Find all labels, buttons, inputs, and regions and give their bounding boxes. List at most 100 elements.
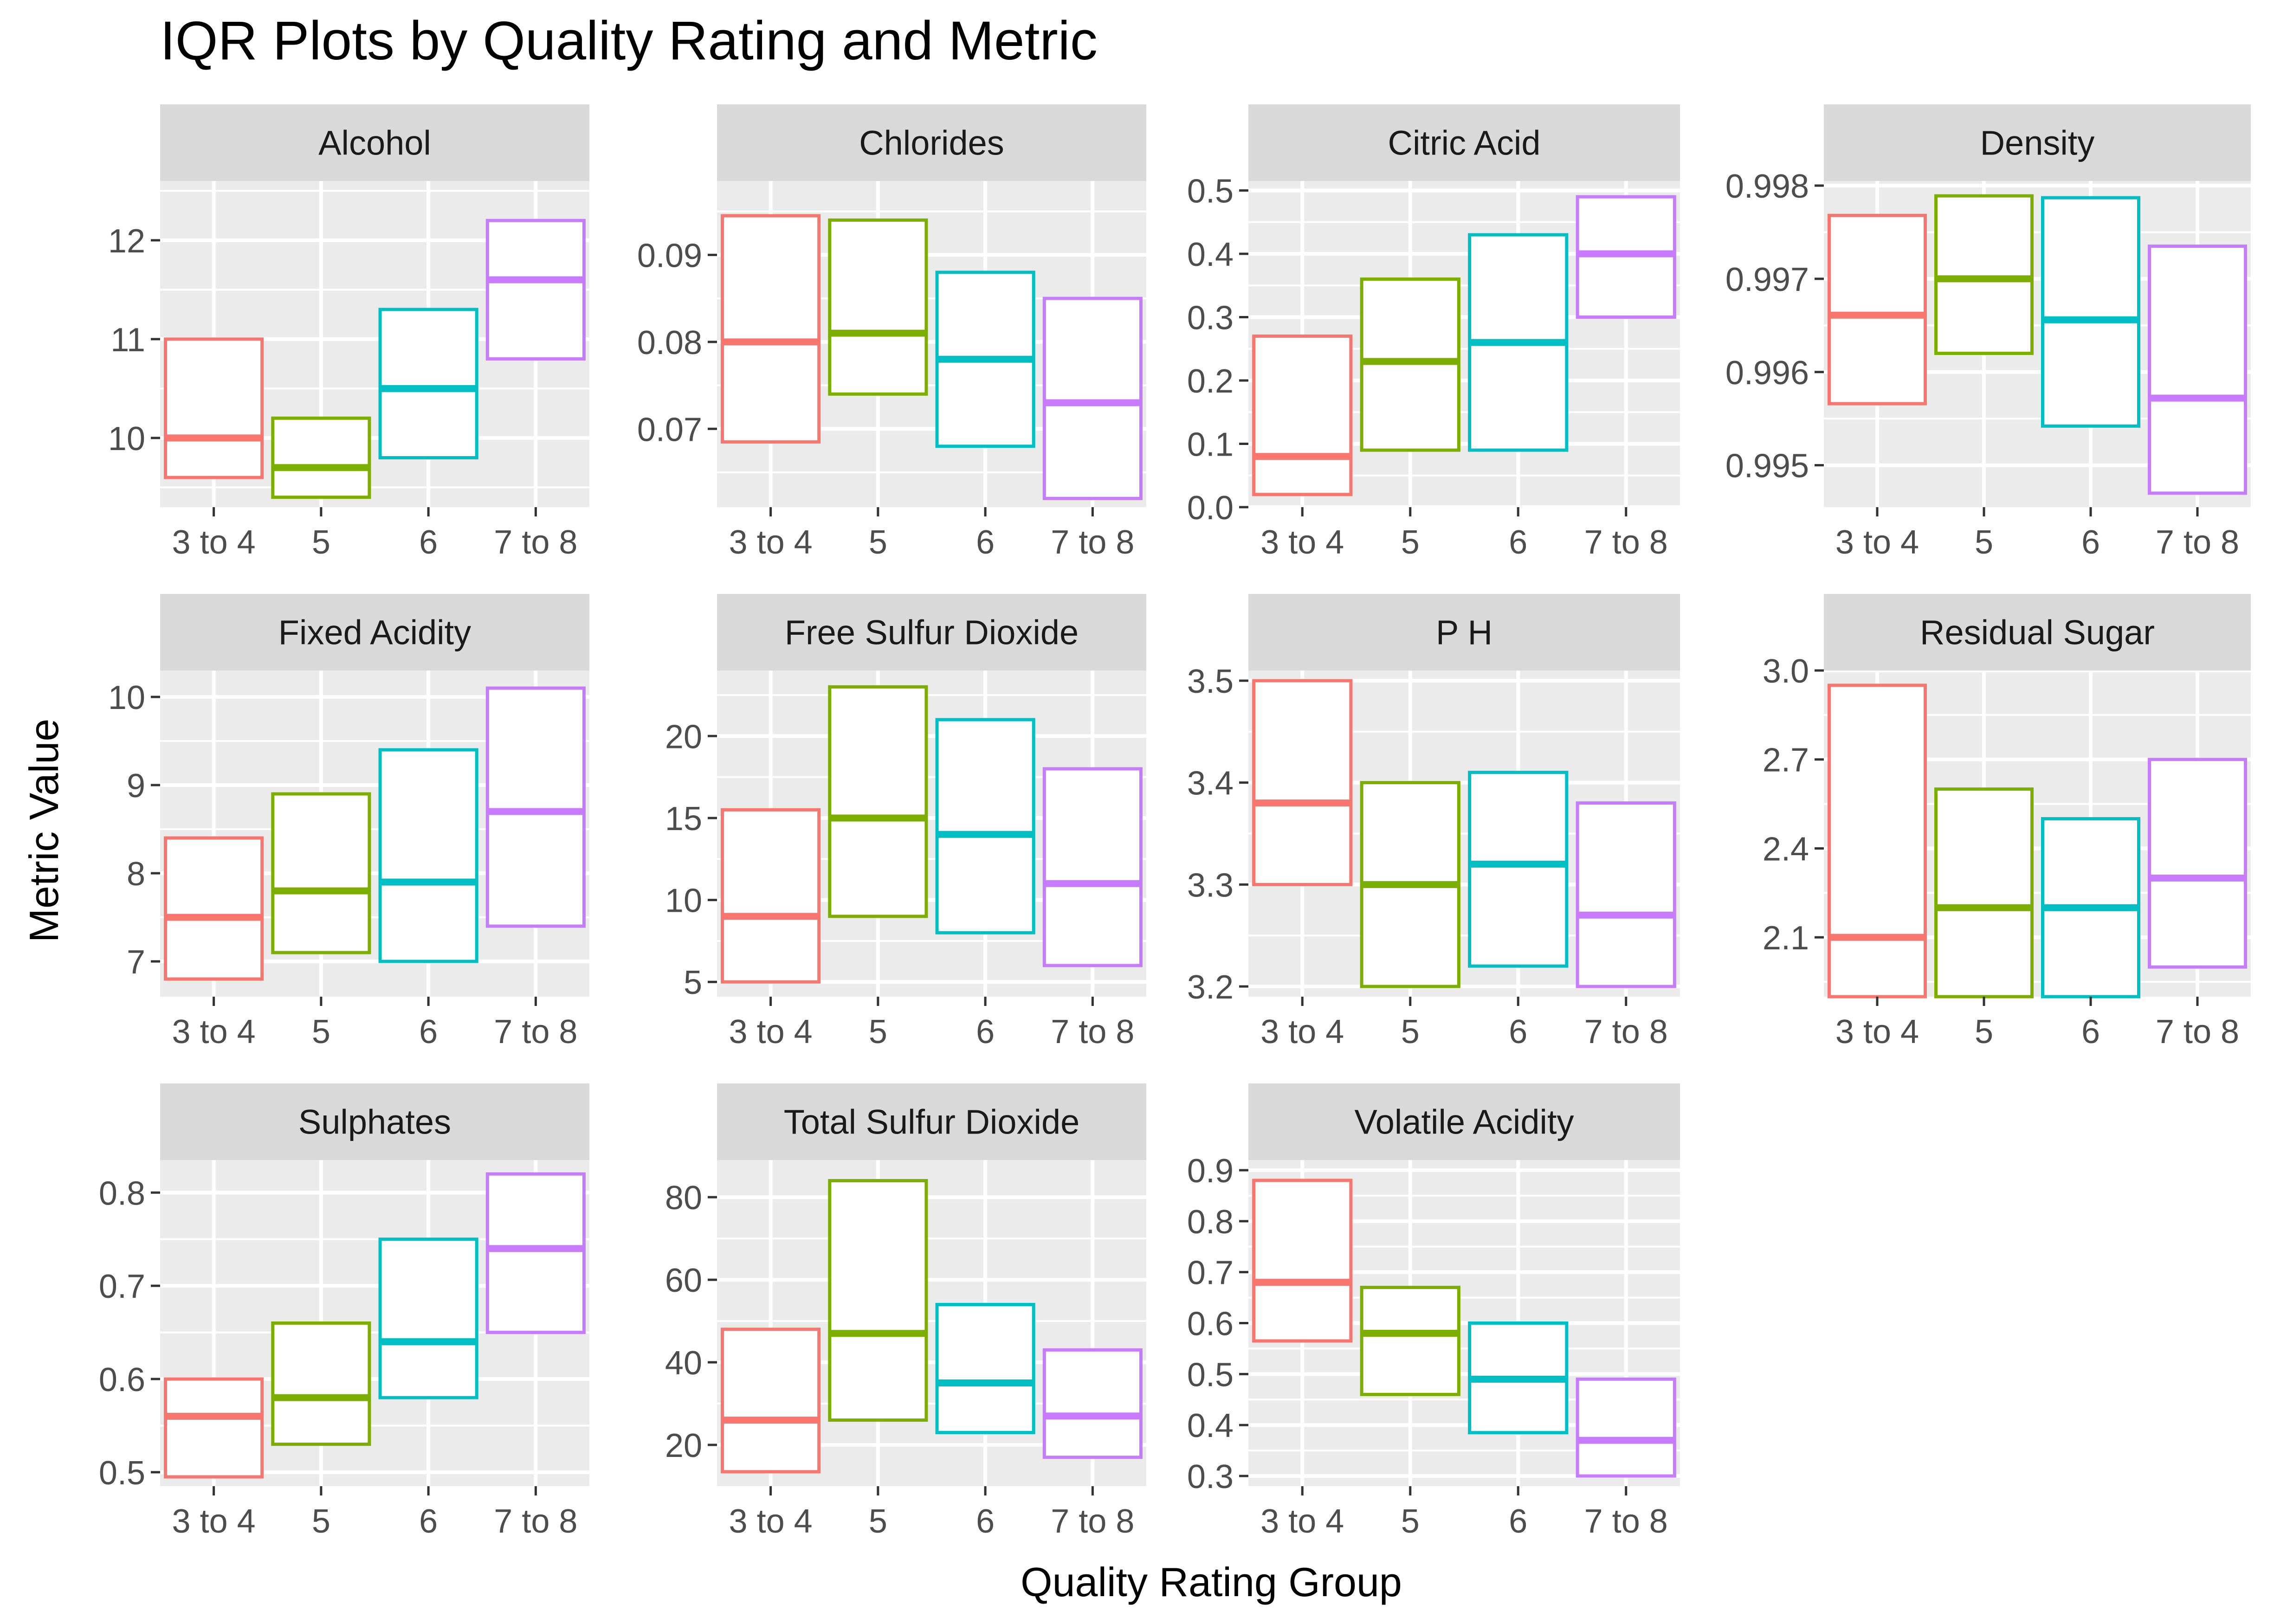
- x-tick-label: 3 to 4: [1835, 524, 1919, 561]
- y-tick-label: 2.7: [1763, 742, 1809, 779]
- x-tick-label: 5: [869, 524, 887, 561]
- panel-density: Density 0.995 0.996 0.997 0.998 3 to 4 5 6 7 to …: [1725, 104, 2251, 561]
- y-tick-label: 3.2: [1187, 969, 1234, 1006]
- x-axis-title: Quality Rating Group: [1021, 1559, 1402, 1605]
- iqr-box: [271, 792, 371, 954]
- iqr-box: [828, 685, 928, 918]
- y-tick-label: 3.5: [1187, 663, 1234, 700]
- y-tick-label: 5: [684, 964, 702, 1001]
- panel-citric-acid: Citric Acid 0.0 0.1 0.2 0.3 0.4 0.5 3 to 4 5 6 7 t…: [1187, 104, 1680, 561]
- iqr-box: [721, 1328, 821, 1474]
- panel-residual-sugar: Residual Sugar 2.1 2.4 2.7 3.0 3 to 4 5 6 7 to 8: [1763, 594, 2251, 1050]
- x-tick-label: 7 to 8: [494, 1503, 577, 1540]
- x-tick-label: 7 to 8: [1584, 524, 1668, 561]
- y-tick-label: 0.2: [1187, 363, 1234, 400]
- y-tick-label: 0.8: [99, 1175, 145, 1212]
- iqr-box: [1576, 801, 1676, 988]
- iqr-box: [271, 416, 371, 499]
- facet-strip: [717, 104, 1146, 181]
- iqr-box: [485, 686, 586, 928]
- iqr-box: [1934, 787, 2034, 999]
- iqr-box: [828, 218, 928, 396]
- facet-strip-label: Residual Sugar: [1920, 613, 2155, 652]
- facet-strip: [1824, 104, 2251, 181]
- y-tick-label: 0.8: [1187, 1204, 1234, 1241]
- panel-alcohol: Alcohol 10 11 12 3 to 4 5 6 7 to 8: [108, 104, 589, 561]
- facet-strip: [160, 1083, 589, 1160]
- x-tick-label: 6: [976, 524, 995, 561]
- y-tick-label: 0.0: [1187, 490, 1234, 527]
- iqr-box: [1360, 1286, 1460, 1396]
- panel-free-sulfur-dioxide: Free Sulfur Dioxide 5 10 15 20 3 to 4 5 6 7 to 8: [665, 594, 1146, 1050]
- y-tick-label: 0.08: [637, 324, 702, 361]
- y-tick-label: 7: [127, 944, 145, 981]
- x-tick-label: 6: [419, 524, 438, 561]
- facet-strip: [717, 594, 1146, 670]
- facet-strip: [1248, 594, 1680, 670]
- y-tick-label: 12: [108, 223, 145, 260]
- iqr-box: [164, 337, 264, 479]
- x-tick-label: 5: [1975, 1013, 1993, 1050]
- x-tick-label: 7 to 8: [1051, 1013, 1134, 1050]
- x-tick-label: 7 to 8: [494, 1013, 577, 1050]
- x-tick-label: 5: [312, 1013, 330, 1050]
- y-tick-label: 0.998: [1725, 168, 1809, 205]
- y-tick-label: 15: [665, 800, 702, 838]
- iqr-box: [1252, 334, 1353, 496]
- y-tick-label: 60: [665, 1262, 702, 1299]
- y-tick-label: 10: [108, 679, 145, 716]
- y-tick-label: 0.997: [1725, 261, 1809, 298]
- y-tick-label: 0.6: [99, 1361, 145, 1398]
- iqr-box: [1042, 767, 1143, 967]
- x-tick-label: 7 to 8: [1584, 1013, 1668, 1050]
- facet-strip-label: Density: [1980, 124, 2095, 162]
- y-tick-label: 0.5: [99, 1455, 145, 1492]
- x-tick-label: 5: [869, 1013, 887, 1050]
- x-tick-label: 3 to 4: [172, 524, 256, 561]
- y-tick-label: 0.6: [1187, 1306, 1234, 1343]
- x-tick-label: 7 to 8: [494, 524, 577, 561]
- x-tick-label: 5: [869, 1503, 887, 1540]
- x-tick-label: 7 to 8: [2156, 524, 2239, 561]
- y-tick-label: 9: [127, 767, 145, 805]
- y-tick-label: 0.996: [1725, 354, 1809, 392]
- iqr-box: [1252, 1179, 1353, 1343]
- y-tick-label: 10: [108, 420, 145, 458]
- y-tick-label: 20: [665, 1427, 702, 1464]
- facet-strip-label: Chlorides: [859, 124, 1004, 162]
- facet-strip-label: Free Sulfur Dioxide: [785, 613, 1079, 652]
- x-tick-label: 5: [1401, 1503, 1420, 1540]
- iqr-box: [935, 718, 1035, 934]
- x-tick-label: 3 to 4: [729, 524, 813, 561]
- x-tick-label: 7 to 8: [2156, 1013, 2239, 1050]
- x-tick-label: 5: [312, 524, 330, 561]
- facet-strip-label: Total Sulfur Dioxide: [784, 1103, 1080, 1141]
- facet-strip: [160, 104, 589, 181]
- y-tick-label: 20: [665, 718, 702, 755]
- y-tick-label: 3.0: [1763, 653, 1809, 690]
- x-tick-label: 6: [1509, 1503, 1527, 1540]
- x-tick-label: 7 to 8: [1051, 1503, 1134, 1540]
- y-tick-label: 0.07: [637, 411, 702, 448]
- y-tick-label: 2.4: [1763, 831, 1809, 868]
- facet-strip-label: Alcohol: [318, 124, 431, 162]
- y-tick-label: 0.5: [1187, 173, 1234, 210]
- x-tick-label: 6: [1509, 1013, 1527, 1050]
- y-tick-label: 40: [665, 1345, 702, 1382]
- y-tick-label: 2.1: [1763, 920, 1809, 957]
- facet-strip-label: Citric Acid: [1388, 124, 1541, 162]
- facet-strip: [1248, 104, 1680, 181]
- y-tick-label: 0.7: [1187, 1255, 1234, 1292]
- panel-chlorides: Chlorides 0.07 0.08 0.09 3 to 4 5 6 7 to 8: [637, 104, 1146, 561]
- x-tick-label: 3 to 4: [172, 1013, 256, 1050]
- y-tick-label: 3.4: [1187, 765, 1234, 802]
- iqr-box: [828, 1179, 928, 1422]
- y-tick-label: 0.4: [1187, 1407, 1234, 1444]
- y-tick-label: 80: [665, 1179, 702, 1217]
- x-tick-label: 6: [419, 1503, 438, 1540]
- iqr-box: [1576, 1377, 1676, 1478]
- x-tick-label: 6: [2081, 1013, 2100, 1050]
- x-tick-label: 3 to 4: [1260, 1013, 1344, 1050]
- x-tick-label: 3 to 4: [729, 1013, 813, 1050]
